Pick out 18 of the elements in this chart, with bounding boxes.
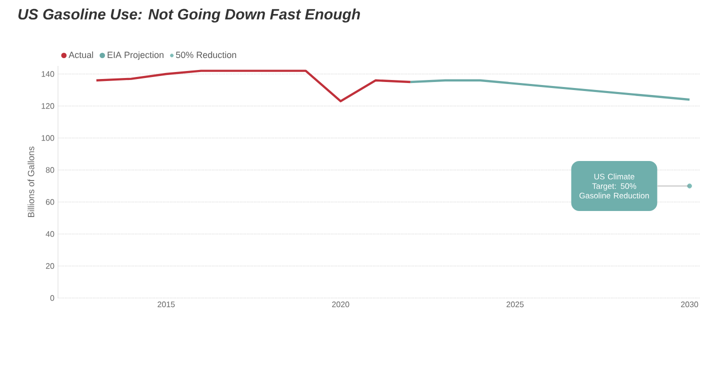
y-tick-label: 20 bbox=[46, 263, 54, 269]
x-tick-label: 2020 bbox=[332, 302, 350, 308]
y-tick-label: 40 bbox=[46, 231, 54, 237]
x-tick-label: 2030 bbox=[681, 302, 698, 308]
legend-label: Actual bbox=[68, 51, 94, 58]
y-axis-title: Billions of Gallons bbox=[28, 146, 34, 218]
chart-title: US Gasoline Use: Not Going Down Fast Enough bbox=[18, 8, 360, 23]
y-tick-label: 120 bbox=[42, 103, 54, 109]
x-tick-label: 2025 bbox=[506, 302, 524, 308]
annotation: US Climate Target: 50% Gasoline Reduction bbox=[580, 174, 649, 198]
x-tick-label: 2015 bbox=[158, 302, 175, 308]
y-tick-label: 140 bbox=[42, 71, 54, 77]
y-tick-label: 0 bbox=[50, 295, 54, 301]
legend-label: EIA Projection bbox=[108, 51, 164, 60]
y-tick-label: 100 bbox=[42, 135, 54, 141]
legend-label: 50% Reduction bbox=[176, 51, 236, 58]
y-tick-label: 60 bbox=[46, 199, 54, 205]
y-tick-label: 80 bbox=[46, 167, 54, 173]
